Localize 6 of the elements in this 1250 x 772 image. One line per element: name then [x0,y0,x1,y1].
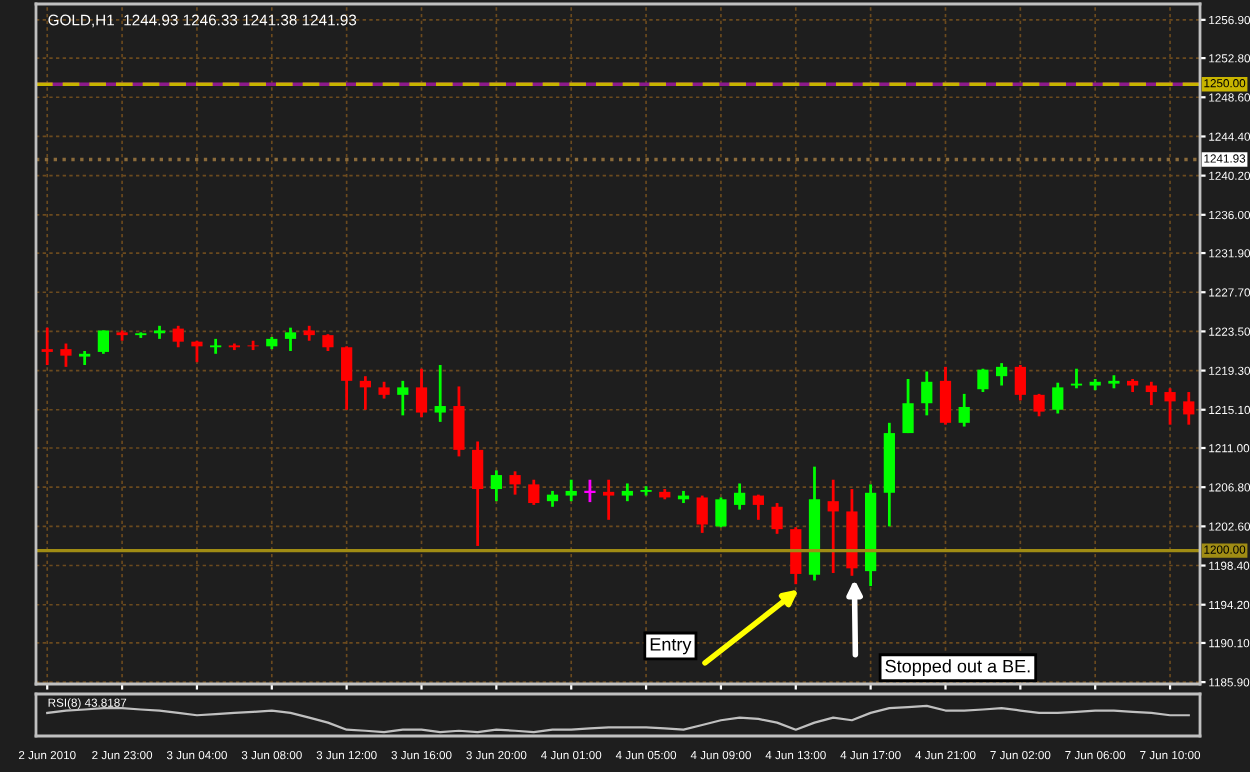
annotation: Stopped out a BE. [885,659,1030,677]
candlestick [1033,392,1045,418]
candlestick [583,478,597,504]
annotation: Entry [650,638,692,655]
candlestick [902,377,914,435]
candlestick [60,342,72,369]
